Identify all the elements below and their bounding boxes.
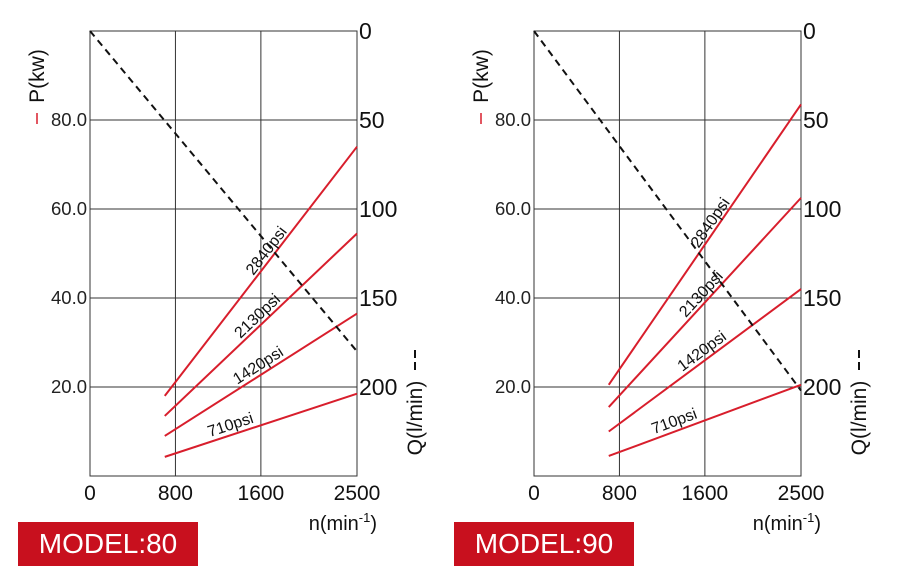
y-tick-right-label: 100: [359, 196, 397, 222]
y-tick-right-label: 0: [803, 18, 816, 44]
x-tick-label: 1600: [682, 482, 729, 505]
speed-axis-title: n(min-1): [753, 510, 821, 535]
power-line-2130psi: [164, 232, 358, 417]
series-label-710psi: 710psi: [649, 406, 699, 438]
flow-line: [89, 30, 358, 353]
x-tick-label: 0: [528, 482, 540, 505]
x-tick-label: 2500: [778, 482, 825, 505]
plot-frame: [533, 30, 802, 477]
x-tick-label: 1600: [238, 482, 285, 505]
plot-frame: [89, 30, 358, 477]
y-tick-right-label: 150: [359, 285, 397, 311]
y-tick-left-label: 20.0: [51, 377, 87, 397]
x-tick-label: 0: [84, 482, 96, 505]
power-line-710psi: [608, 383, 802, 457]
y-tick-left-label: 20.0: [495, 377, 531, 397]
power-axis-title: P(kw): [470, 49, 493, 103]
y-tick-left-label: 40.0: [495, 288, 531, 308]
y-tick-right-label: 50: [359, 107, 385, 133]
model-badge-80: MODEL:80: [18, 522, 198, 566]
y-tick-right-label: 50: [803, 107, 829, 133]
y-tick-left-label: 60.0: [51, 199, 87, 219]
y-tick-right-label: 150: [803, 285, 841, 311]
x-tick-label: 800: [602, 482, 637, 505]
speed-axis-title: n(min-1): [309, 510, 377, 535]
series-label-1420psi: 1420psi: [230, 344, 286, 388]
power-line-1420psi: [164, 312, 358, 437]
y-tick-right-label: 200: [803, 374, 841, 400]
series-label-2840psi: 2840psi: [688, 195, 734, 251]
flow-axis-title: Q(l/min): [404, 381, 427, 456]
x-tick-label: 2500: [334, 482, 381, 505]
series-label-710psi: 710psi: [206, 410, 256, 441]
y-tick-left-label: 80.0: [495, 110, 531, 130]
power-line-2130psi: [608, 197, 802, 408]
power-line-2840psi: [163, 146, 358, 397]
flow-line: [533, 30, 802, 392]
power-line-2840psi: [607, 103, 802, 386]
y-tick-left-label: 40.0: [51, 288, 87, 308]
series-label-2840psi: 2840psi: [243, 224, 291, 279]
y-tick-right-label: 200: [359, 374, 397, 400]
y-tick-left-label: 80.0: [51, 110, 87, 130]
y-tick-right-label: 100: [803, 196, 841, 222]
chart-80: 20.0 40.0 60.0 80.0 0 50 100 150 200 0 800 1600 2500…: [26, 18, 427, 535]
chart-90: 20.0 40.0 60.0 80.0 0 50 100 150 200 0 800 1600 2500…: [470, 18, 871, 535]
series-label-1420psi: 1420psi: [675, 328, 730, 375]
y-tick-left-label: 60.0: [495, 199, 531, 219]
power-axis-title: P(kw): [26, 49, 49, 103]
power-line-1420psi: [608, 288, 802, 433]
power-line-710psi: [164, 392, 358, 458]
model-badge-90: MODEL:90: [454, 522, 634, 566]
flow-axis-title: Q(l/min): [848, 381, 871, 456]
y-tick-right-label: 0: [359, 18, 372, 44]
x-tick-label: 800: [158, 482, 193, 505]
